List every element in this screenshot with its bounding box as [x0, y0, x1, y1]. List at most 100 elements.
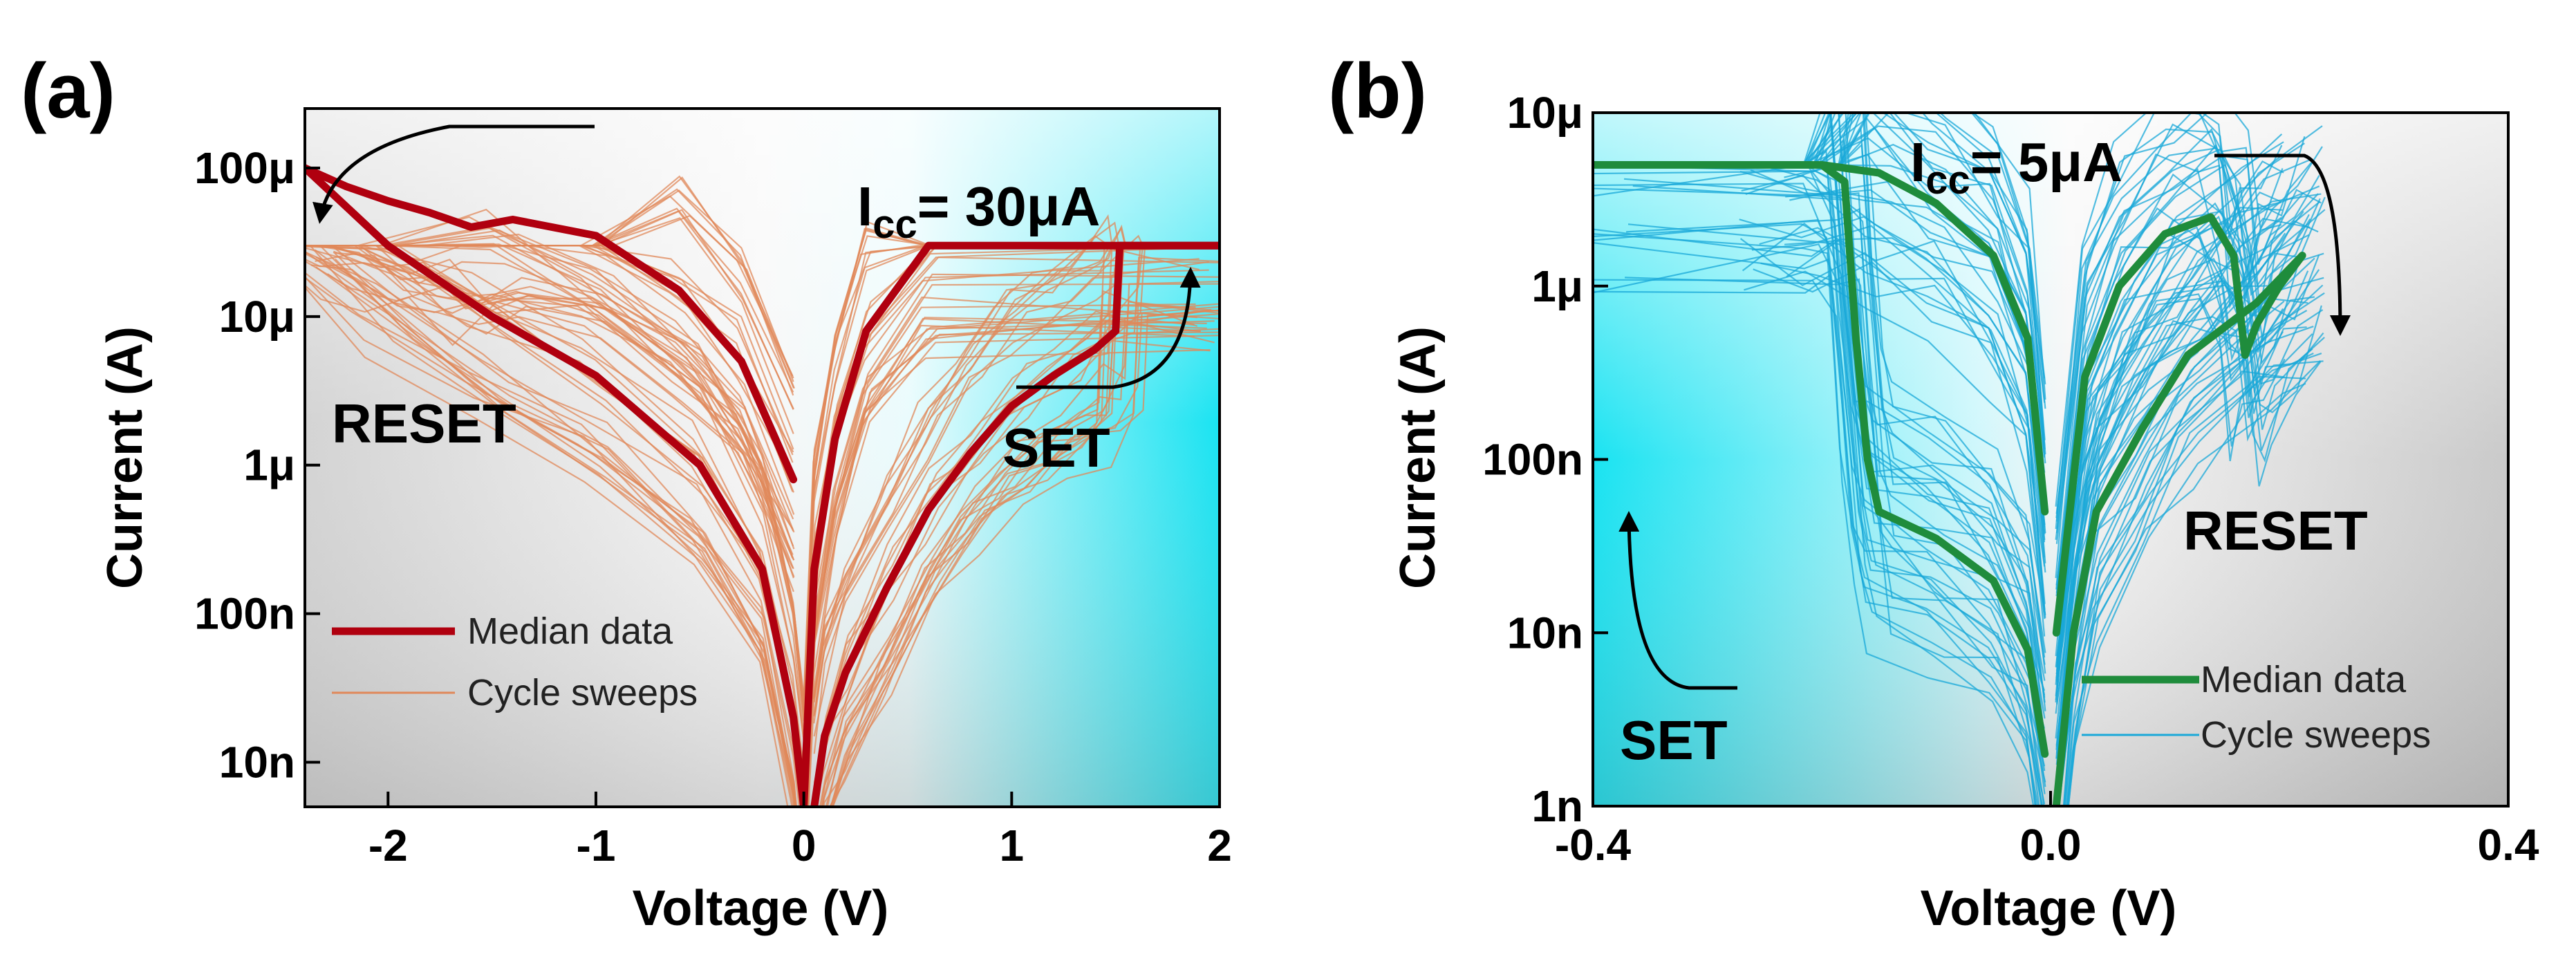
y-tick-label-b: 1n	[1531, 781, 1583, 831]
y-tick-label-b: 1μ	[1531, 261, 1583, 311]
sweep-curve-b	[1593, 279, 2036, 806]
sweep-curve-b	[1744, 270, 2046, 637]
sweep-curve-b	[2055, 123, 2320, 522]
y-axis-b: 1n 10n 100n 1μ 10μ	[1482, 88, 1608, 831]
set-arrow-a	[1016, 267, 1201, 389]
y-tick-label-b: 100n	[1482, 435, 1583, 485]
panel-a: 10n 100n 1μ 10μ 100μ -2 -1 0 1 2 (a) Current (A)…	[21, 48, 1232, 936]
y-tick-label-a: 1μ	[243, 440, 295, 490]
y-tick-label-a: 10n	[219, 738, 295, 787]
sweep-curve-b	[1593, 164, 2046, 734]
legend-b: Median data Cycle sweeps	[2082, 659, 2431, 756]
sweep-curve-a	[305, 245, 794, 477]
sweep-curve-b	[2066, 360, 2324, 806]
sweep-curve-a	[335, 252, 795, 577]
sweep-curve-a	[813, 214, 1210, 717]
y-axis-a: 10n 100n 1μ 10μ 100μ	[194, 143, 320, 787]
sweep-curve-b	[2055, 113, 2284, 530]
sweep-curve-b	[2067, 360, 2322, 806]
panel-b-chart: 1n 10n 100n 1μ 10μ -0.4 0.0 0.4 (b) Current (A…	[1328, 48, 2539, 936]
sweep-curve-a	[310, 245, 796, 807]
sweep-curve-b	[1593, 242, 2046, 805]
reset-arrow-a	[312, 124, 595, 224]
legend-a: Median data Cycle sweeps	[332, 610, 698, 713]
sweep-curve-a	[830, 302, 1220, 807]
sweep-curve-b	[1593, 243, 2035, 806]
panel-a-chart: 10n 100n 1μ 10μ 100μ -2 -1 0 1 2 (a) Current (A)…	[21, 48, 1232, 936]
sweep-curve-b	[2066, 353, 2322, 806]
x-tick-label-b: 0.4	[2478, 820, 2539, 870]
sweep-curve-b	[2055, 128, 2304, 590]
sweep-curve-b	[1593, 274, 2039, 806]
sweep-curve-b	[1593, 183, 2046, 767]
sweep-curve-b	[2055, 144, 2311, 586]
sweep-curve-b	[2064, 310, 2308, 806]
sweep-curve-a	[333, 251, 797, 807]
median-segment-b	[1760, 161, 2049, 516]
y-axis-title-b: Current (A)	[1390, 326, 1446, 589]
sweep-curve-b	[1630, 143, 2046, 749]
x-tick-label-b: 0.0	[2020, 820, 2082, 870]
sweep-curve-a	[814, 245, 1220, 784]
sweep-curve-b	[2055, 193, 2322, 758]
sweep-curve-a	[821, 290, 1198, 807]
sweep-curve-b	[2057, 284, 2324, 806]
sweep-curve-b	[1630, 113, 2046, 615]
plot-shading-b	[1593, 113, 2508, 806]
sweep-curve-a	[305, 277, 794, 807]
median-segment-a	[800, 241, 1220, 807]
set-label-a: SET	[1002, 417, 1110, 478]
y-tick-label-b: 10n	[1507, 608, 1583, 657]
set-arrow-b	[1618, 511, 1737, 690]
sweep-curve-b	[1593, 228, 2040, 806]
sweep-curve-b	[2055, 210, 2320, 627]
x-tick-label-a: 2	[1207, 821, 1232, 870]
y-axis-title-a: Current (A)	[97, 326, 153, 589]
sweep-curve-b	[2055, 211, 2304, 759]
sweep-curve-b	[2055, 147, 2319, 593]
panel-b: 1n 10n 100n 1μ 10μ -0.4 0.0 0.4 (b) Current (A…	[1288, 0, 2576, 961]
sweep-curve-b	[2055, 221, 2324, 661]
sweep-curve-b	[1593, 138, 2046, 703]
median-curve-b	[1593, 161, 2306, 806]
legend-median-label-b: Median data	[2201, 659, 2407, 700]
y-tick-label-b: 10μ	[1507, 88, 1583, 138]
sweep-curve-b	[2055, 153, 2284, 540]
sweep-curve-b	[1753, 261, 2046, 619]
sweep-curve-b	[2062, 292, 2325, 806]
sweep-curve-a	[832, 319, 1201, 807]
sweep-curve-a	[820, 304, 1196, 807]
plot-frame-a	[304, 107, 1221, 808]
median-segment-b	[2052, 213, 2306, 637]
reset-label-b: RESET	[2183, 500, 2368, 561]
sweep-curve-b	[2055, 257, 2307, 679]
sweep-curve-b	[1593, 219, 2043, 806]
sweep-curve-b	[2055, 277, 2322, 682]
median-segment-a	[810, 241, 1220, 807]
legend-sweeps-label-a: Cycle sweeps	[467, 672, 698, 713]
y-tick-label-a: 100n	[194, 589, 295, 639]
sweep-curve-a	[831, 309, 1220, 807]
reset-arrow-b	[2214, 153, 2351, 336]
set-label-b: SET	[1620, 709, 1728, 771]
sweep-curve-a	[808, 335, 1220, 807]
y-tick-label-a: 100μ	[194, 143, 295, 193]
x-axis-title-b: Voltage (V)	[1921, 881, 2177, 936]
sweep-curve-a	[314, 249, 795, 807]
sweep-curve-a	[814, 256, 1220, 805]
reset-label-a: RESET	[332, 393, 516, 454]
panel-label-b: (b)	[1328, 48, 1427, 134]
median-segment-a	[305, 164, 808, 807]
x-tick-label-b: -0.4	[1555, 820, 1632, 870]
sweep-curve-b	[2055, 319, 2322, 754]
sweep-curve-a	[813, 245, 1217, 737]
sweep-curve-a	[305, 286, 789, 807]
legend-median-label-a: Median data	[467, 610, 673, 652]
sweep-curve-b	[1745, 153, 2046, 528]
sweep-curve-a	[305, 227, 805, 722]
sweep-curve-b	[2055, 185, 2320, 747]
x-axis-title-a: Voltage (V)	[633, 881, 889, 936]
median-segment-a	[305, 164, 798, 484]
sweep-curve-a	[333, 250, 795, 533]
sweep-curve-b	[2055, 193, 2319, 765]
